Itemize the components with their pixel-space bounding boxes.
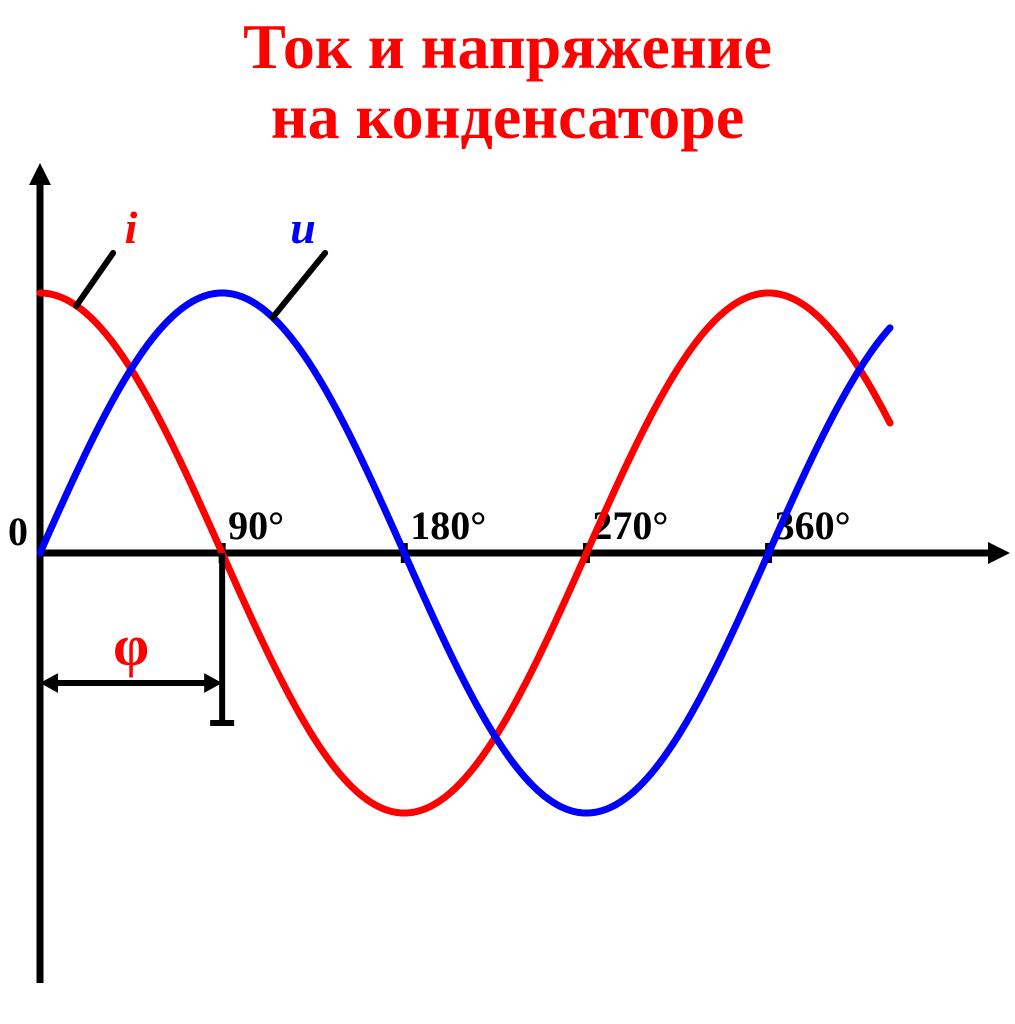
y-axis-arrow (29, 163, 51, 185)
chart-title-line2: на конденсаторе (0, 82, 1015, 152)
x-tick-label: 180° (410, 503, 486, 548)
series-label-i: i (125, 202, 138, 253)
series-label-u: u (290, 202, 316, 253)
waveform-chart: 90°180°270°360°0iuφ (0, 153, 1015, 1003)
x-axis-arrow (988, 542, 1010, 564)
phase-symbol: φ (113, 613, 149, 678)
leader-line-u (273, 253, 325, 317)
x-tick-label: 90° (228, 503, 284, 548)
chart-title: Ток и напряжение на конденсаторе (0, 0, 1015, 153)
leader-line-i (76, 253, 113, 306)
chart-title-line1: Ток и напряжение (0, 12, 1015, 82)
origin-label: 0 (8, 509, 28, 554)
